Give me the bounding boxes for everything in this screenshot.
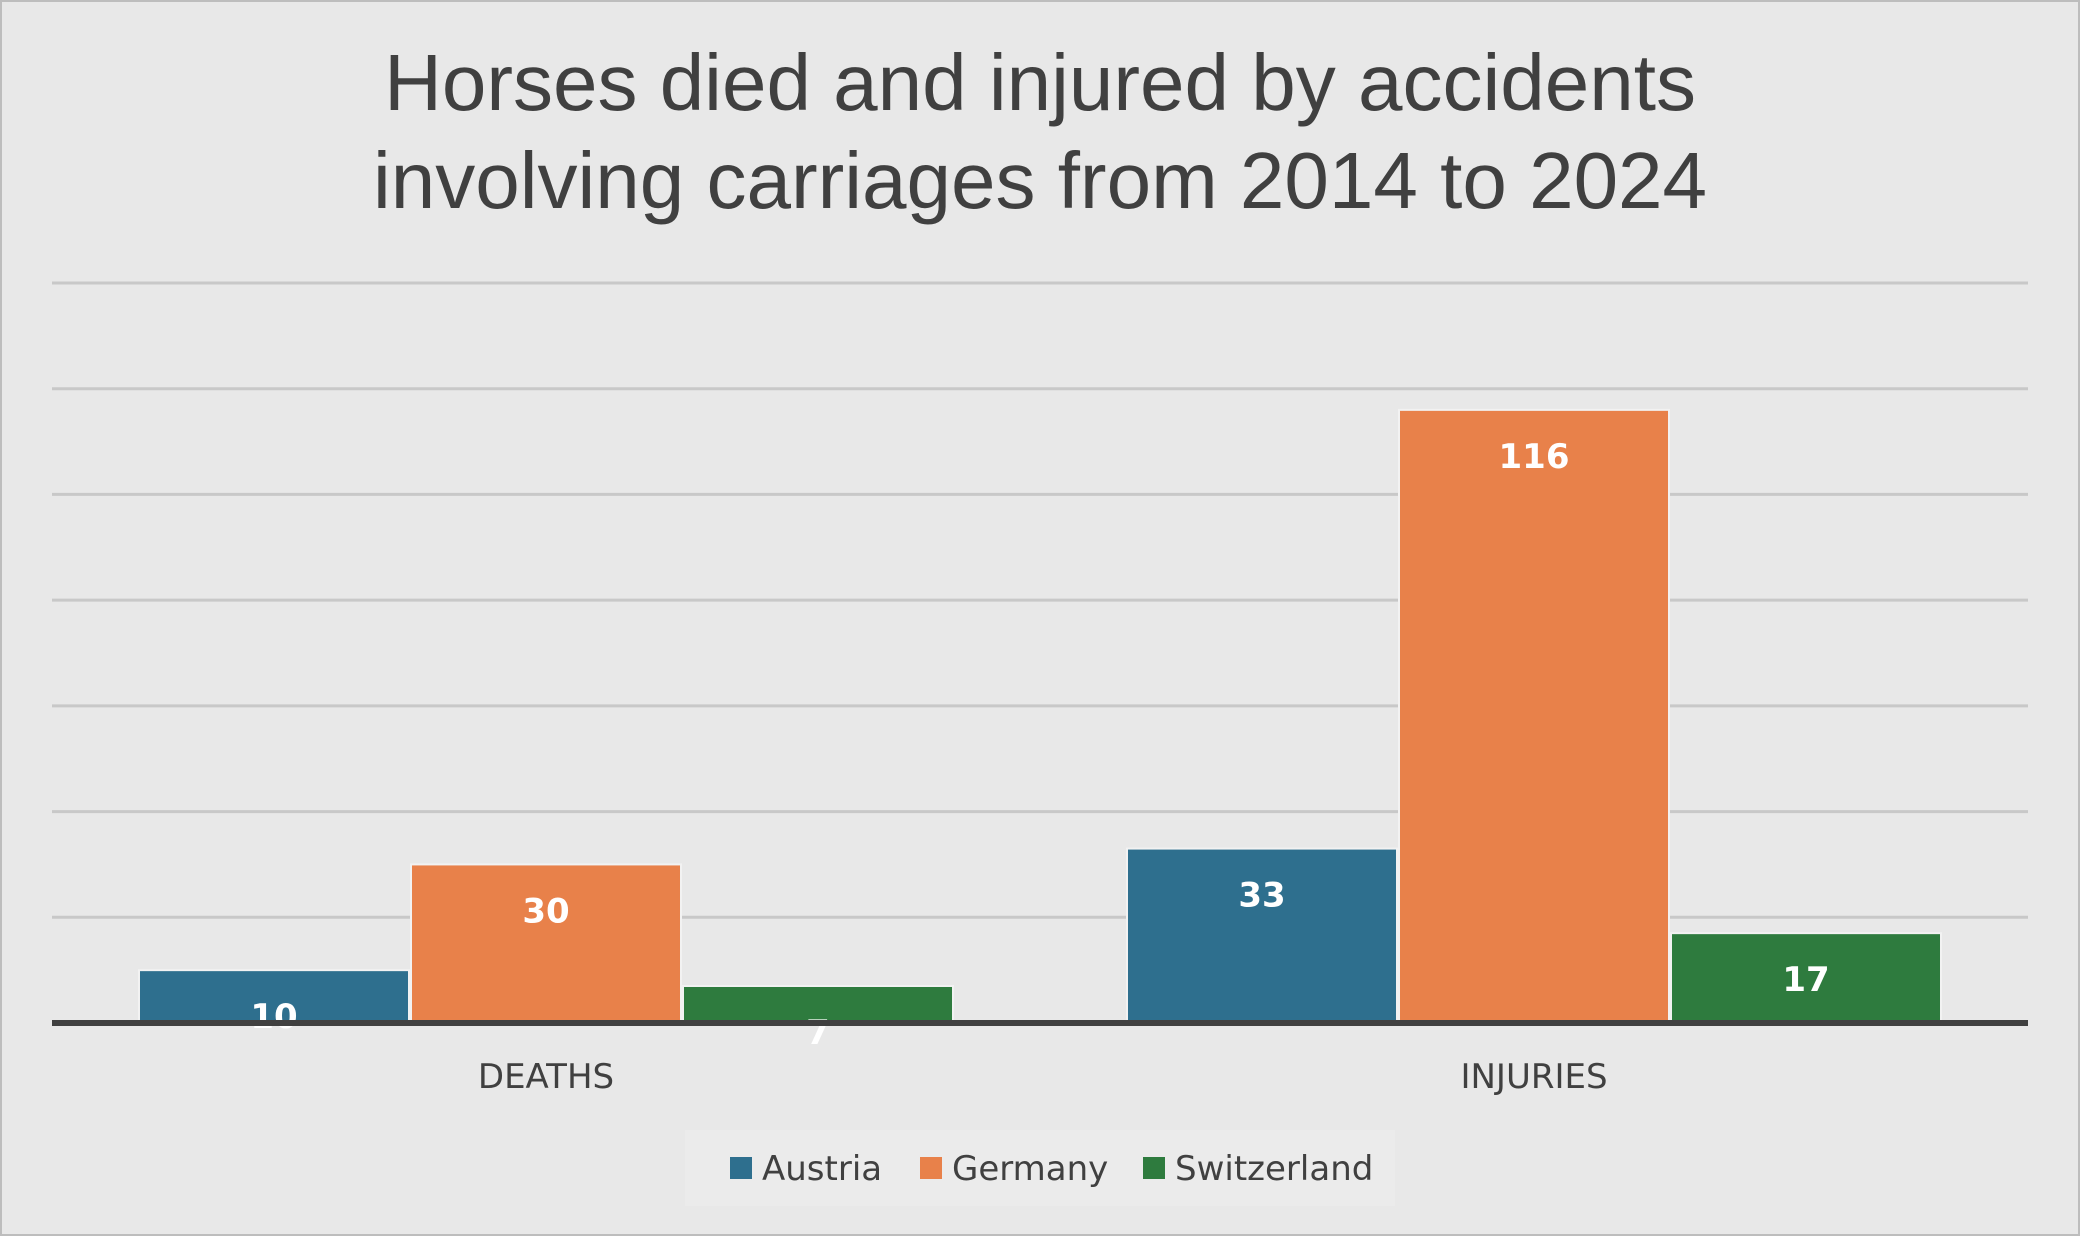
data-labels: 10 30 7 33 116 17 [250, 437, 1829, 1053]
chart-title-line-2: involving carriages from 2014 to 2024 [373, 136, 1707, 225]
bar-germany-injuries [1398, 408, 1670, 1025]
data-label: 30 [522, 891, 569, 931]
category-labels: DEATHS INJURIES [478, 1057, 1608, 1097]
chart-title-line-1: Horses died and injured by accidents [384, 38, 1696, 127]
gridlines [52, 281, 2028, 919]
data-label: 17 [1782, 960, 1829, 1000]
legend-label-switzerland: Switzerland [1175, 1149, 1373, 1189]
legend-swatch-germany [920, 1157, 942, 1179]
bar-germany-deaths [410, 863, 682, 1025]
data-label: 10 [250, 997, 297, 1037]
data-label: 33 [1238, 876, 1285, 916]
data-label: 116 [1499, 437, 1570, 477]
bar-switzerland-injuries [1670, 932, 1942, 1025]
data-label: 7 [806, 1013, 830, 1053]
legend-swatch-austria [730, 1157, 752, 1179]
legend-label-germany: Germany [952, 1149, 1108, 1189]
bar-austria-injuries [1126, 847, 1398, 1024]
legend-label-austria: Austria [762, 1149, 882, 1189]
legend-background [685, 1130, 1395, 1206]
bars [138, 408, 1942, 1025]
legend: Austria Germany Switzerland [730, 1149, 1373, 1189]
legend-swatch-switzerland [1143, 1157, 1165, 1179]
bar-switzerland-deaths [682, 985, 954, 1024]
category-label-deaths: DEATHS [478, 1057, 614, 1097]
category-label-injuries: INJURIES [1460, 1057, 1607, 1097]
bar-austria-deaths [138, 969, 410, 1025]
